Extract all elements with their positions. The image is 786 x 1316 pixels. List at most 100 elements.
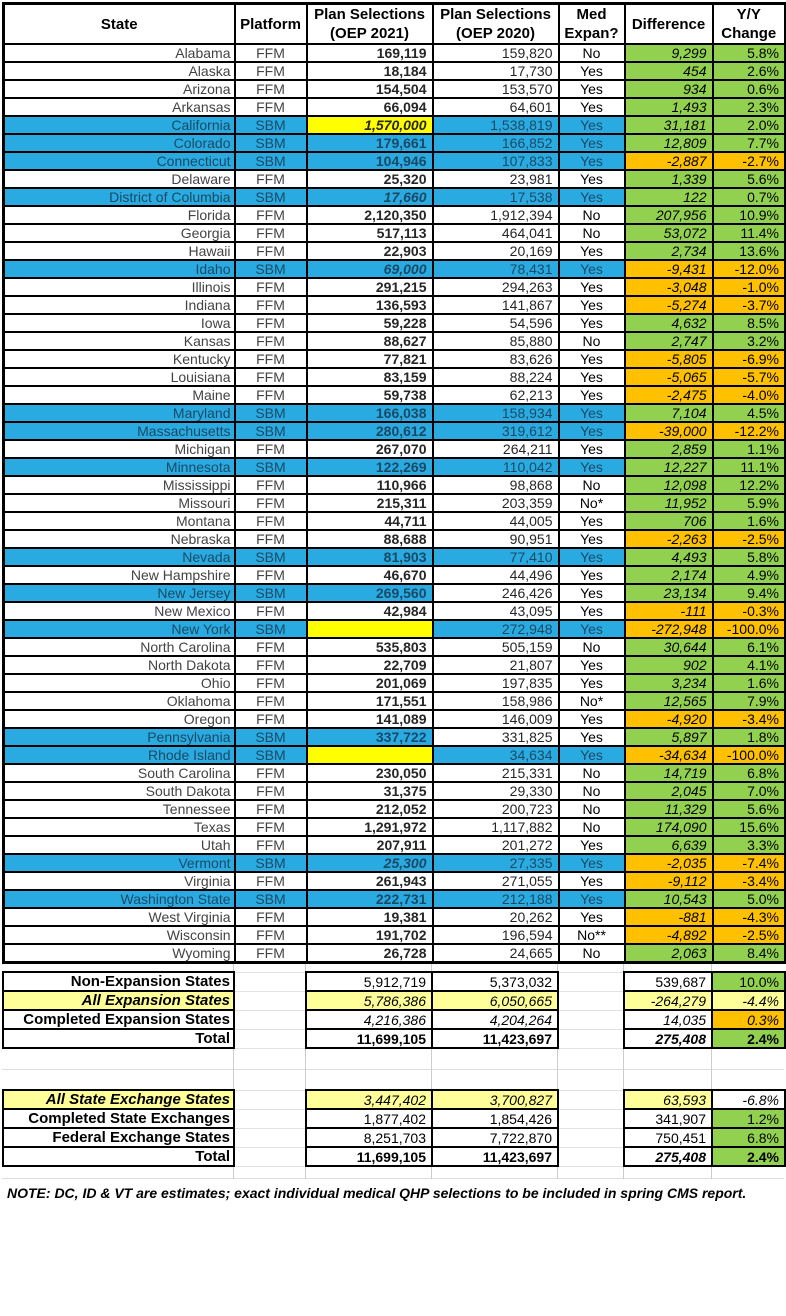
plan-2020-cell: 271,055	[431, 871, 560, 891]
plan-2021-cell: 83,159	[305, 367, 434, 387]
plan-2020-cell: 5,373,032	[431, 971, 559, 992]
difference-cell: 275,408	[623, 1146, 713, 1167]
platform-cell: FFM	[233, 781, 308, 801]
plan-2021-cell: 337,722	[305, 727, 434, 747]
plan-2020-cell: 294,263	[431, 277, 560, 297]
platform-cell: SBM	[233, 115, 308, 135]
yy-change-cell: 0.7%	[711, 187, 786, 207]
row-new-york: New York SBM 272,948 Yes -272,948 -100.0%	[2, 619, 786, 639]
state-cell: Mississippi	[2, 475, 236, 495]
yy-change-cell: 2.4%	[711, 1028, 786, 1049]
state-rows: Alabama FFM 169,119 159,820 No 9,299 5.8% Alask…	[2, 43, 786, 964]
med-expansion-cell: Yes	[557, 889, 626, 909]
plan-2021-cell: 18,184	[305, 61, 434, 81]
plan-2020-cell: 505,159	[431, 637, 560, 657]
difference-cell: 6,639	[623, 835, 714, 855]
state-cell: South Carolina	[2, 763, 236, 783]
platform-cell: FFM	[233, 691, 308, 711]
difference-cell: 1,339	[623, 169, 714, 189]
med-expansion-cell: Yes	[557, 115, 626, 135]
difference-cell: 7,104	[623, 403, 714, 423]
difference-cell: -272,948	[623, 619, 714, 639]
row-louisiana: Louisiana FFM 83,159 88,224 Yes -5,065 -5.7%	[2, 367, 786, 387]
med-expansion-cell: Yes	[557, 529, 626, 549]
yy-change-cell: -3.7%	[711, 295, 786, 315]
yy-change-cell: 4.5%	[711, 403, 786, 423]
yy-change-cell: -7.4%	[711, 853, 786, 873]
plan-2021-cell: 212,052	[305, 799, 434, 819]
difference-cell: 10,543	[623, 889, 714, 909]
header-med-expansion: Med Expan?	[557, 2, 626, 45]
state-cell: Alabama	[2, 43, 236, 63]
row-arkansas: Arkansas FFM 66,094 64,601 Yes 1,493 2.3%	[2, 97, 786, 117]
plan-2020-cell: 158,934	[431, 403, 560, 423]
med-expansion-cell: No	[557, 43, 626, 63]
difference-cell: 31,181	[623, 115, 714, 135]
plan-2020-cell: 264,211	[431, 439, 560, 459]
platform-cell: FFM	[233, 169, 308, 189]
med-expansion-cell	[557, 1028, 625, 1049]
plan-2021-cell: 81,903	[305, 547, 434, 567]
plan-2020-cell: 1,854,426	[431, 1108, 559, 1129]
state-cell: Vermont	[2, 853, 236, 873]
med-expansion-cell: Yes	[557, 169, 626, 189]
plan-2020-cell: 62,213	[431, 385, 560, 405]
state-cell: Oklahoma	[2, 691, 236, 711]
state-cell: Wyoming	[2, 943, 236, 964]
platform-cell: SBM	[233, 889, 308, 909]
state-cell: Montana	[2, 511, 236, 531]
state-cell: Nevada	[2, 547, 236, 567]
med-expansion-cell: Yes	[557, 403, 626, 423]
platform-cell: FFM	[233, 673, 308, 693]
yy-change-cell: 10.9%	[711, 205, 786, 225]
plan-2021-cell: 25,320	[305, 169, 434, 189]
platform-cell	[233, 990, 307, 1011]
difference-cell: -5,065	[623, 367, 714, 387]
plan-2021-cell: 269,560	[305, 583, 434, 603]
difference-cell: -111	[623, 601, 714, 621]
med-expansion-cell: Yes	[557, 511, 626, 531]
plan-2020-cell: 23,981	[431, 169, 560, 189]
plan-2020-cell: 17,730	[431, 61, 560, 81]
row-utah: Utah FFM 207,911 201,272 Yes 6,639 3.3%	[2, 835, 786, 855]
med-expansion-cell: No	[557, 943, 626, 964]
summary-label-cell: Completed State Exchanges	[2, 1108, 235, 1129]
difference-cell: 63,593	[623, 1089, 713, 1110]
plan-2021-cell: 222,731	[305, 889, 434, 909]
table-header: State Platform Plan Selections (OEP 2021…	[2, 2, 786, 45]
difference-cell: -9,431	[623, 259, 714, 279]
plan-2020-cell: 215,331	[431, 763, 560, 783]
med-expansion-cell: No	[557, 205, 626, 225]
row-new-hampshire: New Hampshire FFM 46,670 44,496 Yes 2,174 4.9%	[2, 565, 786, 585]
row-oregon: Oregon FFM 141,089 146,009 Yes -4,920 -3.4%	[2, 709, 786, 729]
med-expansion-cell: Yes	[557, 349, 626, 369]
med-expansion-cell: No	[557, 475, 626, 495]
difference-cell: 14,719	[623, 763, 714, 783]
plan-2021-cell: 22,709	[305, 655, 434, 675]
summary-label-cell: Non-Expansion States	[2, 971, 235, 992]
plan-2021-cell: 517,113	[305, 223, 434, 243]
plan-2021-cell: 5,786,386	[305, 990, 433, 1011]
plan-2020-cell: 464,041	[431, 223, 560, 243]
yy-change-cell: 7.7%	[711, 133, 786, 153]
expansion-summary-rows: Non-Expansion States 5,912,719 5,373,032 53…	[2, 971, 786, 1049]
state-cell: Minnesota	[2, 457, 236, 477]
yy-change-cell: -100.0%	[711, 745, 786, 765]
state-cell: Colorado	[2, 133, 236, 153]
yy-change-cell: -3.4%	[711, 709, 786, 729]
plan-2021-cell: 2,120,350	[305, 205, 434, 225]
plan-2021-cell: 207,911	[305, 835, 434, 855]
row-district-of-columbia: District of Columbia SBM 17,660 17,538 Yes 12…	[2, 187, 786, 207]
summary-label-cell: All State Exchange States	[2, 1089, 235, 1110]
yy-change-cell: 8.5%	[711, 313, 786, 333]
platform-cell: FFM	[233, 511, 308, 531]
plan-2020-cell: 3,700,827	[431, 1089, 559, 1110]
med-expansion-cell: Yes	[557, 709, 626, 729]
state-cell: Pennsylvania	[2, 727, 236, 747]
plan-2020-cell: 7,722,870	[431, 1127, 559, 1148]
platform-cell: FFM	[233, 817, 308, 837]
summary-row-completed-expansion-states: Completed Expansion States 4,216,386 4,204…	[2, 1009, 786, 1030]
difference-cell: -264,279	[623, 990, 713, 1011]
state-cell: Hawaii	[2, 241, 236, 261]
difference-cell: 750,451	[623, 1127, 713, 1148]
